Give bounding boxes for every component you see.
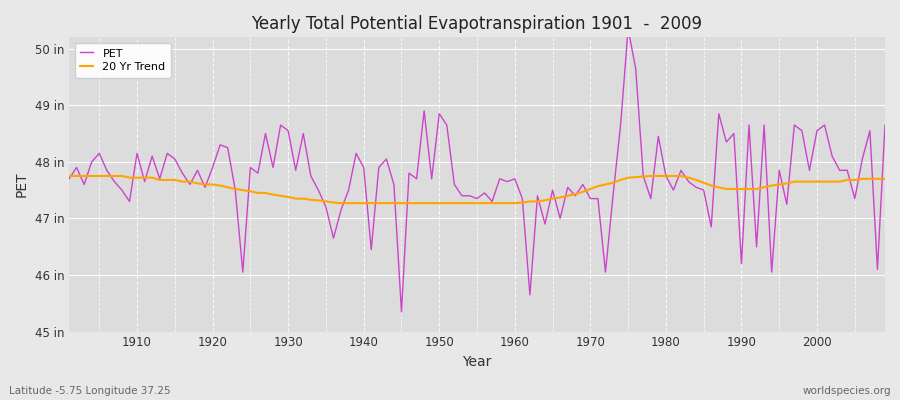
20 Yr Trend: [124, 175, 135, 180]
X-axis label: Year: Year: [463, 355, 491, 369]
20 Yr Trend: [291, 196, 302, 201]
Line: 20 Yr Trend: 20 Yr Trend: [69, 176, 885, 203]
PET: [623, 26, 634, 31]
20 Yr Trend: [608, 180, 618, 185]
20 Yr Trend: [343, 201, 354, 206]
20 Yr Trend: [879, 176, 890, 181]
PET: [124, 199, 135, 204]
PET: [608, 193, 618, 198]
PET: [509, 176, 520, 181]
Y-axis label: PET: PET: [15, 172, 29, 197]
Legend: PET, 20 Yr Trend: PET, 20 Yr Trend: [75, 43, 171, 78]
PET: [64, 176, 75, 181]
Text: worldspecies.org: worldspecies.org: [803, 386, 891, 396]
PET: [336, 208, 346, 212]
Text: Latitude -5.75 Longitude 37.25: Latitude -5.75 Longitude 37.25: [9, 386, 171, 396]
Title: Yearly Total Potential Evapotranspiration 1901  -  2009: Yearly Total Potential Evapotranspiratio…: [251, 15, 703, 33]
PET: [396, 309, 407, 314]
PET: [517, 196, 527, 201]
20 Yr Trend: [509, 201, 520, 206]
PET: [291, 168, 302, 173]
Line: PET: PET: [69, 29, 885, 312]
20 Yr Trend: [517, 200, 527, 205]
20 Yr Trend: [336, 201, 346, 206]
20 Yr Trend: [64, 174, 75, 178]
PET: [879, 123, 890, 128]
